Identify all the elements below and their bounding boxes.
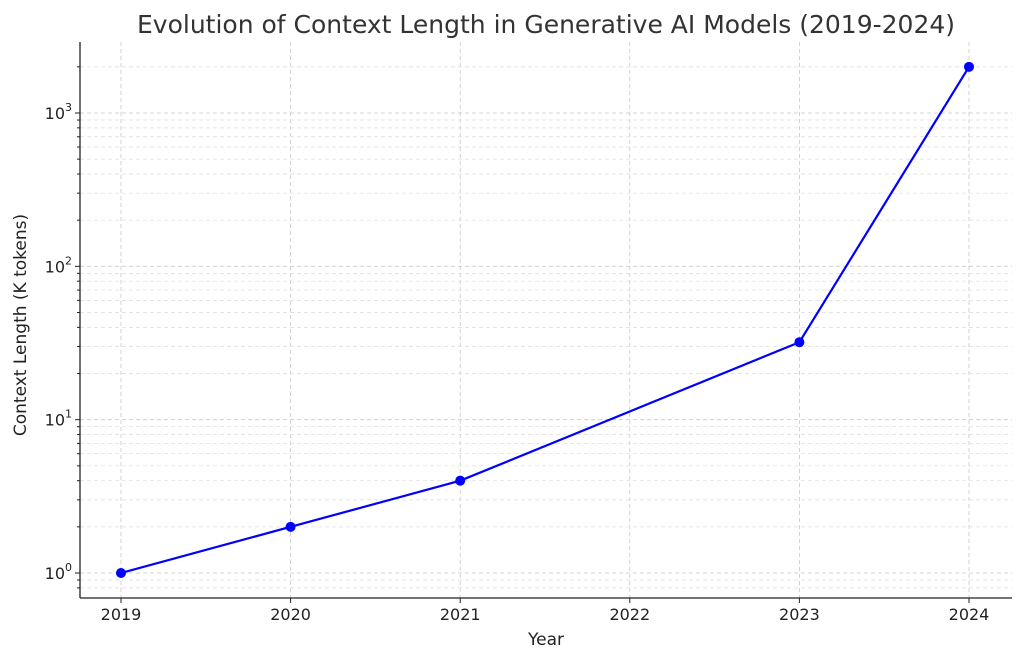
y-tick-label-1000: 103 bbox=[45, 101, 72, 123]
chart-title: Evolution of Context Length in Generativ… bbox=[137, 10, 955, 39]
axes bbox=[79, 42, 1012, 599]
series-line-0 bbox=[120, 66, 970, 575]
y-axis-ticks: 100 101 102 103 bbox=[45, 66, 80, 589]
x-tick-label-2019: 2019 bbox=[101, 605, 142, 624]
x-tick-label-2021: 2021 bbox=[440, 605, 481, 624]
y-tick-label-10: 101 bbox=[45, 408, 72, 430]
x-tick-label-2023: 2023 bbox=[779, 605, 820, 624]
x-tick-label-2022: 2022 bbox=[609, 605, 650, 624]
y-axis-label: Context Length (K tokens) bbox=[11, 214, 31, 436]
data-point-2020 bbox=[285, 521, 296, 532]
y-tick-label-100: 102 bbox=[45, 254, 72, 276]
grid bbox=[80, 42, 1012, 598]
data-point-2024 bbox=[964, 61, 974, 72]
data-point-2023 bbox=[794, 337, 805, 348]
x-axis-ticks: 2019 2020 2021 2022 2023 2024 bbox=[101, 598, 990, 624]
data-point-2021 bbox=[455, 475, 466, 486]
y-tick-label-1: 100 bbox=[45, 561, 72, 583]
series-group bbox=[116, 61, 974, 578]
x-tick-label-2020: 2020 bbox=[270, 605, 311, 624]
x-tick-label-2024: 2024 bbox=[949, 605, 990, 624]
x-axis-label: Year bbox=[527, 630, 564, 650]
data-point-2019 bbox=[116, 568, 126, 578]
